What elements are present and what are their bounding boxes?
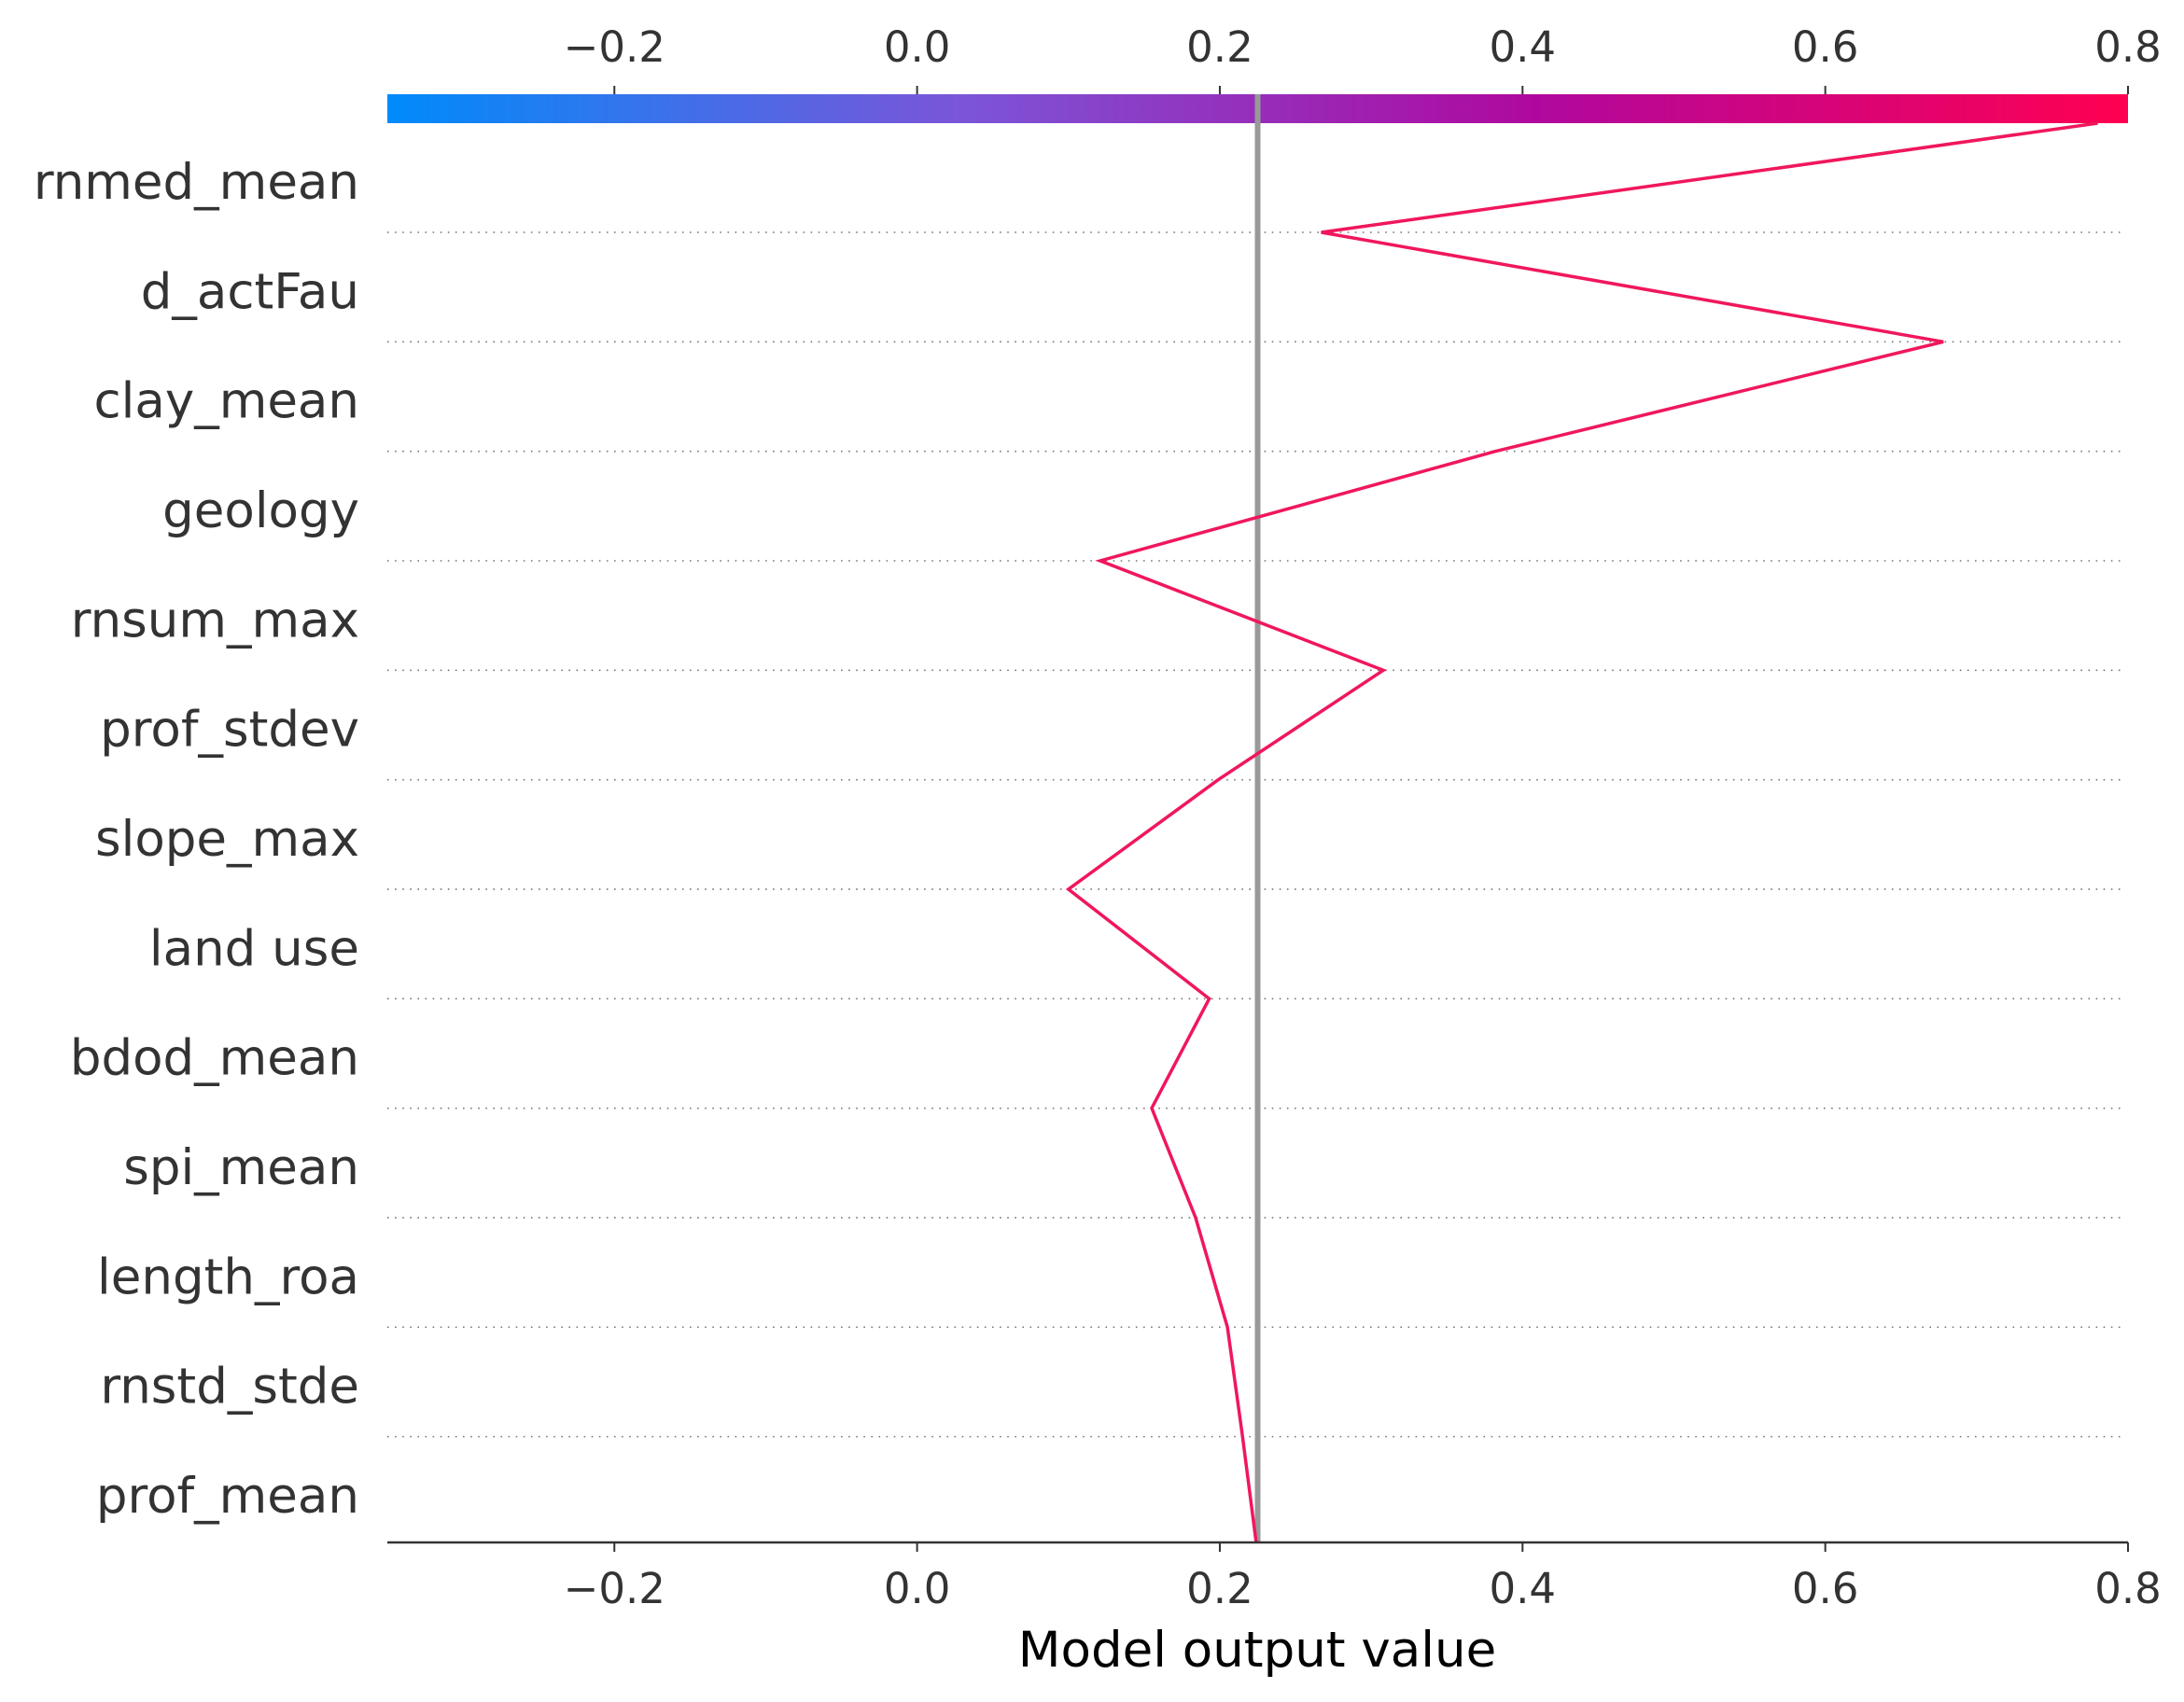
feature-label: d_actFau xyxy=(141,263,359,320)
top-axis: −0.2 0.0 0.2 0.4 0.6 0.8 xyxy=(564,22,2162,94)
bottom-tick-label: 0.2 xyxy=(1186,1564,1253,1613)
feature-label: prof_stdev xyxy=(100,702,359,759)
top-tick-label: 0.6 xyxy=(1792,22,1859,72)
top-tick-label: 0.8 xyxy=(2094,22,2162,72)
feature-label: geology xyxy=(162,482,359,539)
feature-separators xyxy=(387,231,2121,1438)
feature-label: rnsum_max xyxy=(71,592,359,649)
feature-label: spi_mean xyxy=(123,1139,359,1196)
bottom-tick-label: 0.8 xyxy=(2094,1564,2162,1613)
bottom-tick-label: 0.4 xyxy=(1490,1564,1557,1613)
top-tick-label: 0.2 xyxy=(1186,22,1253,72)
x-axis-title: Model output value xyxy=(1018,1622,1496,1679)
top-tick-label: 0.4 xyxy=(1490,22,1557,72)
bottom-tick-label: 0.0 xyxy=(884,1564,951,1613)
decision-line-group xyxy=(1065,121,2098,1543)
feature-label: prof_mean xyxy=(96,1468,359,1525)
feature-label: bdod_mean xyxy=(70,1030,359,1087)
bottom-axis: −0.2 0.0 0.2 0.4 0.6 0.8 xyxy=(387,1541,2162,1613)
feature-label: rnmed_mean xyxy=(34,154,359,211)
feature-label: slope_max xyxy=(95,811,359,868)
top-tick-label: 0.0 xyxy=(884,22,951,72)
feature-label: land use xyxy=(149,920,359,977)
bottom-tick-label: −0.2 xyxy=(564,1564,665,1613)
feature-label: length_roa xyxy=(97,1249,359,1305)
bottom-tick-label: 0.6 xyxy=(1792,1564,1859,1613)
decision-line xyxy=(1065,121,2098,1543)
feature-label: clay_mean xyxy=(93,373,359,430)
top-tick-label: −0.2 xyxy=(564,22,665,72)
feature-label: rnstd_stde xyxy=(100,1359,359,1416)
